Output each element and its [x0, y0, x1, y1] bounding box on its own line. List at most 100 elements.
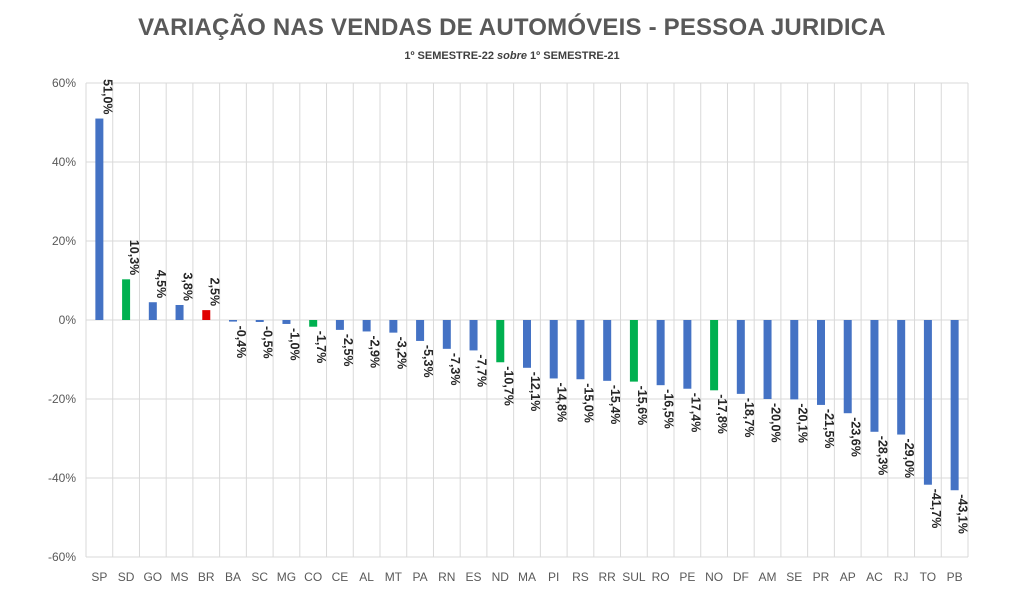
data-label: -12,1% — [528, 372, 542, 412]
data-label: -3,2% — [394, 337, 408, 370]
bar-pe — [683, 320, 692, 389]
bar-ce — [335, 320, 344, 330]
x-tick-label: ES — [466, 570, 482, 584]
x-tick-label: SP — [91, 570, 107, 584]
bar-mg — [282, 320, 291, 324]
chart-title: VARIAÇÃO NAS VENDAS DE AUTOMÓVEIS - PESS… — [138, 14, 886, 41]
bar-ro — [656, 320, 665, 386]
bar-al — [362, 320, 371, 332]
x-tick-label: PA — [413, 570, 428, 584]
bar-rn — [442, 320, 451, 349]
x-tick-label: DF — [733, 570, 749, 584]
x-tick-label: AL — [359, 570, 374, 584]
data-label: -21,5% — [822, 409, 836, 449]
chart-subtitle: 1º SEMESTRE-22 sobre 1º SEMESTRE-21 — [0, 50, 1024, 62]
y-tick-label: 20% — [52, 234, 76, 248]
x-tick-label: MG — [277, 570, 296, 584]
data-label: -5,3% — [421, 345, 435, 378]
bar-rj — [897, 320, 906, 435]
x-tick-label: RJ — [894, 570, 909, 584]
bar-es — [469, 320, 478, 351]
data-label: -7,7% — [475, 354, 489, 387]
bar-to — [923, 320, 932, 485]
data-label: -7,3% — [448, 353, 462, 386]
data-label: -14,8% — [555, 382, 569, 422]
x-tick-label: MT — [385, 570, 403, 584]
data-label: 2,5% — [207, 278, 221, 307]
x-tick-label: NO — [705, 570, 723, 584]
x-tick-label: CO — [304, 570, 322, 584]
x-tick-label: ND — [492, 570, 510, 584]
data-label: -43,1% — [956, 494, 970, 534]
x-tick-label: SC — [251, 570, 268, 584]
bar-no — [710, 320, 719, 391]
bar-mt — [389, 320, 398, 333]
subtitle-part-1: 1º SEMESTRE-22 — [404, 50, 498, 62]
bar-br — [202, 310, 211, 320]
data-label: -17,8% — [715, 394, 729, 434]
data-label: -28,3% — [875, 436, 889, 476]
x-tick-label: MA — [518, 570, 536, 584]
data-label: -1,0% — [287, 328, 301, 361]
data-label: 3,8% — [181, 272, 195, 301]
bar-pr — [817, 320, 825, 405]
subtitle-part-2: sobre — [497, 50, 527, 62]
data-label: -15,6% — [635, 386, 649, 426]
bar-ac — [870, 320, 879, 432]
data-label: -0,4% — [234, 326, 248, 359]
bar-se — [790, 320, 799, 400]
bar-rs — [576, 320, 585, 380]
data-label: -15,0% — [581, 383, 595, 423]
data-label: -20,1% — [795, 403, 809, 443]
bar-nd — [496, 320, 505, 363]
bar-ba — [229, 320, 237, 322]
data-label: -20,0% — [769, 403, 783, 443]
bar-co — [309, 320, 318, 327]
bar-ma — [523, 320, 531, 368]
data-label: -41,7% — [929, 489, 943, 529]
x-tick-label: RN — [438, 570, 455, 584]
data-label: -18,7% — [742, 398, 756, 438]
data-label: -2,5% — [341, 334, 355, 367]
bar-sc — [255, 320, 264, 322]
bar-pb — [950, 320, 959, 491]
data-label: -17,4% — [688, 393, 702, 433]
x-tick-label: PR — [813, 570, 830, 584]
x-tick-label: SE — [786, 570, 802, 584]
data-label: -16,5% — [662, 389, 676, 429]
bar-am — [763, 320, 772, 399]
bar-go — [148, 302, 157, 320]
x-tick-label: TO — [920, 570, 936, 584]
x-tick-label: PB — [947, 570, 963, 584]
data-label: -10,7% — [501, 366, 515, 406]
data-label: -0,5% — [261, 326, 275, 359]
bar-df — [736, 320, 745, 394]
subtitle-part-3: 1º SEMESTRE-21 — [526, 50, 620, 62]
x-tick-label: PI — [548, 570, 559, 584]
y-tick-label: 0% — [59, 313, 77, 327]
data-label: -2,9% — [368, 335, 382, 368]
x-tick-label: BR — [198, 570, 215, 584]
x-tick-label: RR — [599, 570, 617, 584]
data-label: -1,7% — [314, 331, 328, 364]
x-tick-label: GO — [143, 570, 162, 584]
data-label: -23,6% — [849, 417, 863, 457]
bar-pi — [549, 320, 558, 379]
x-tick-label: AP — [840, 570, 856, 584]
x-tick-label: BA — [225, 570, 241, 584]
y-tick-label: -20% — [48, 392, 76, 406]
data-label: -15,4% — [608, 385, 622, 425]
bar-ap — [843, 320, 852, 414]
bar-sd — [122, 279, 131, 320]
x-tick-label: RS — [572, 570, 589, 584]
y-tick-label: -40% — [48, 471, 76, 485]
data-label: 51,0% — [100, 79, 114, 114]
data-label: 10,3% — [127, 240, 141, 275]
bar-pa — [416, 320, 425, 341]
x-tick-label: CE — [332, 570, 349, 584]
x-tick-label: SD — [118, 570, 135, 584]
x-tick-label: AC — [866, 570, 883, 584]
x-tick-label: SUL — [622, 570, 646, 584]
y-tick-label: -60% — [48, 550, 76, 564]
bar-sp — [95, 118, 104, 320]
